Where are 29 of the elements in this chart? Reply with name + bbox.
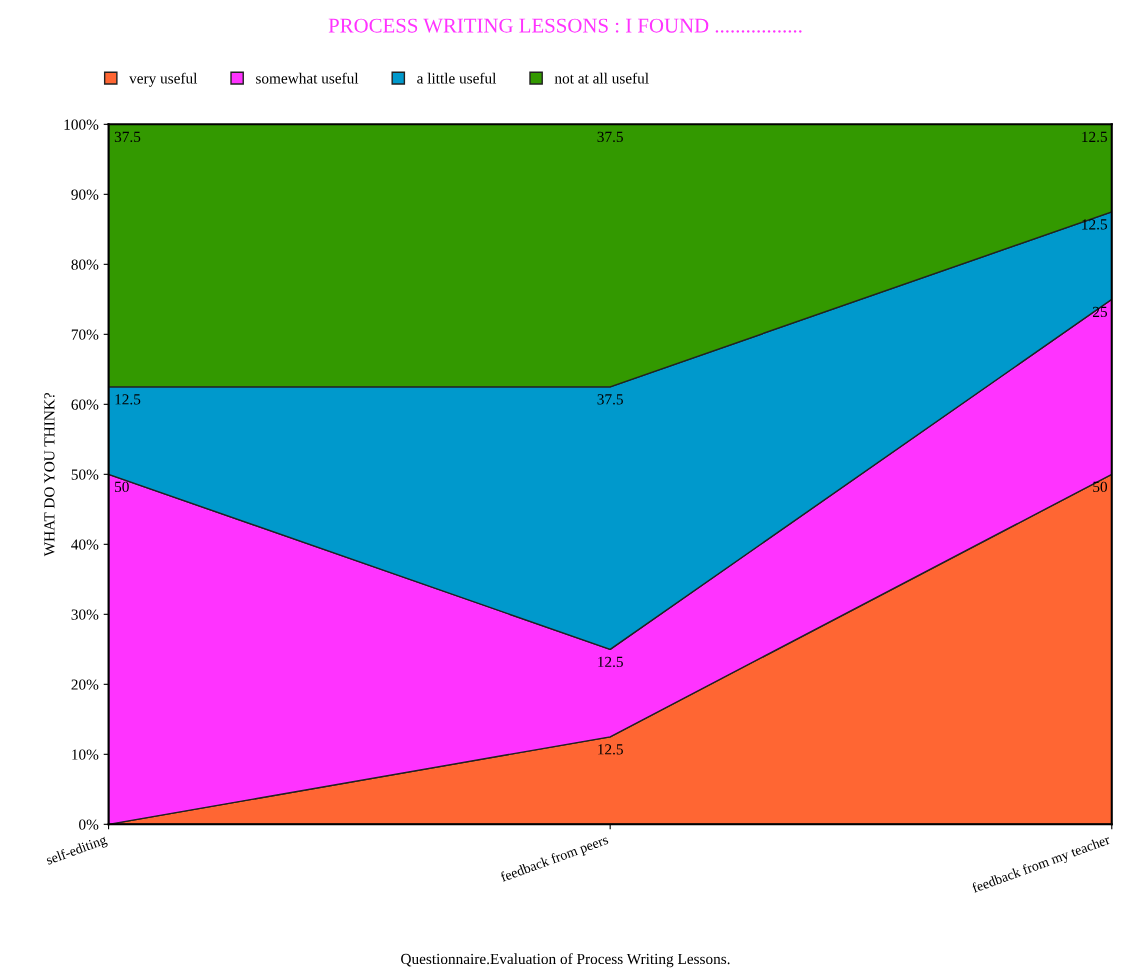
- legend-label: somewhat useful: [256, 72, 359, 84]
- y-tick-label: 100%: [64, 119, 99, 130]
- chart-title: PROCESS WRITING LESSONS : I FOUND .................: [328, 18, 802, 33]
- legend-label: very useful: [129, 72, 198, 87]
- data-label: 25: [1093, 306, 1108, 318]
- y-tick-label: 20%: [71, 679, 99, 690]
- y-tick-label: 50%: [71, 469, 99, 480]
- data-label: 12.5: [598, 656, 623, 668]
- y-tick-label: 10%: [72, 749, 99, 760]
- data-label: 50: [115, 481, 129, 493]
- data-label: 50: [1093, 481, 1108, 493]
- data-label: 12.5: [1082, 219, 1108, 230]
- data-label: 37.5: [597, 131, 623, 143]
- data-label: 12.5: [115, 394, 141, 405]
- y-tick-label: 0%: [79, 819, 99, 830]
- y-tick-label: 60%: [71, 399, 99, 410]
- legend-label: not at all useful: [554, 72, 649, 84]
- y-axis-title: WHAT DO YOU THINK?: [44, 392, 55, 557]
- data-label: 12.5: [1082, 131, 1108, 143]
- data-label: 12.5: [598, 744, 623, 755]
- y-tick-label: 90%: [71, 189, 99, 200]
- y-tick-label: 70%: [71, 329, 99, 340]
- data-label: 37.5: [597, 394, 623, 405]
- y-tick-label: 30%: [71, 609, 99, 620]
- legend-label: a little useful: [417, 72, 497, 84]
- data-label: 37.5: [114, 131, 141, 143]
- text: Questionnaire.Evaluation of Process Writing Lessons.: [401, 953, 730, 968]
- y-tick-label: 80%: [71, 259, 99, 270]
- y-tick-label: 40%: [71, 539, 99, 550]
